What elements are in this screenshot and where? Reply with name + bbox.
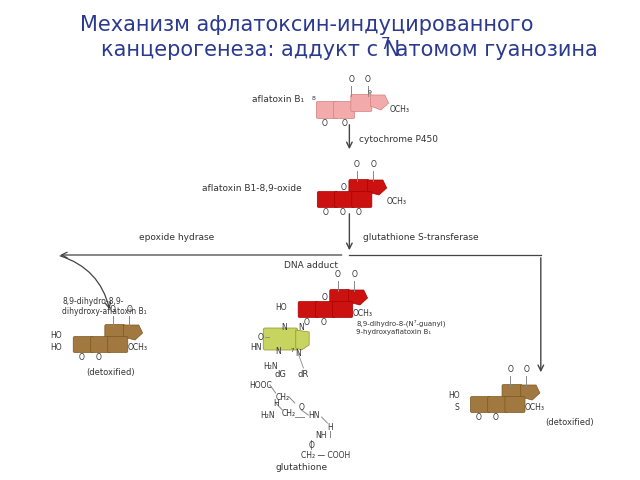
- Polygon shape: [367, 180, 387, 195]
- Text: O: O: [371, 160, 376, 169]
- Polygon shape: [371, 95, 388, 110]
- Text: DNA adduct: DNA adduct: [284, 261, 338, 270]
- Text: O: O: [365, 75, 371, 84]
- Text: O: O: [110, 305, 116, 314]
- Polygon shape: [296, 330, 309, 350]
- Text: O: O: [340, 208, 346, 217]
- Text: O: O: [354, 160, 360, 169]
- FancyBboxPatch shape: [317, 192, 337, 207]
- FancyBboxPatch shape: [351, 95, 372, 111]
- Text: O: O: [321, 318, 326, 327]
- Polygon shape: [124, 325, 143, 340]
- Text: N: N: [295, 348, 301, 358]
- Text: HOOC: HOOC: [249, 381, 272, 389]
- Text: aflatoxin B₁: aflatoxin B₁: [252, 96, 305, 105]
- Text: (detoxified): (detoxified): [545, 418, 594, 427]
- Text: O: O: [303, 318, 309, 327]
- Text: O: O: [508, 365, 513, 374]
- Text: cytochrome P450: cytochrome P450: [359, 135, 438, 144]
- Text: epoxide hydrase: epoxide hydrase: [140, 233, 214, 242]
- FancyBboxPatch shape: [333, 301, 353, 317]
- Text: HO: HO: [276, 303, 287, 312]
- FancyBboxPatch shape: [502, 384, 522, 401]
- Text: 7: 7: [290, 348, 294, 353]
- Text: атомом гуанозина: атомом гуанозина: [388, 40, 597, 60]
- Text: O: O: [493, 413, 499, 422]
- Text: H₂N: H₂N: [260, 410, 275, 420]
- FancyBboxPatch shape: [335, 192, 355, 207]
- Text: O: O: [342, 119, 348, 128]
- FancyBboxPatch shape: [470, 396, 490, 412]
- Text: O: O: [321, 119, 328, 128]
- Text: HO: HO: [448, 391, 460, 399]
- Text: OCH₃: OCH₃: [352, 309, 372, 317]
- Text: N: N: [299, 324, 305, 333]
- FancyBboxPatch shape: [316, 101, 337, 119]
- FancyBboxPatch shape: [352, 192, 372, 207]
- FancyBboxPatch shape: [505, 396, 525, 412]
- Text: O: O: [348, 75, 354, 84]
- Text: O: O: [126, 305, 132, 314]
- Text: HO: HO: [51, 344, 62, 352]
- Text: S: S: [454, 404, 460, 412]
- Text: (detoxified): (detoxified): [86, 368, 134, 377]
- FancyBboxPatch shape: [316, 301, 335, 317]
- Text: HN: HN: [250, 343, 261, 351]
- FancyBboxPatch shape: [105, 324, 125, 341]
- FancyBboxPatch shape: [333, 101, 355, 119]
- Text: O: O: [524, 365, 529, 374]
- Text: 8: 8: [312, 96, 316, 101]
- Text: O: O: [335, 270, 341, 279]
- FancyBboxPatch shape: [298, 301, 318, 317]
- Text: канцерогенеза: аддукт с N: канцерогенеза: аддукт с N: [100, 40, 400, 60]
- Text: NH: NH: [315, 431, 326, 440]
- Text: OCH₃: OCH₃: [390, 106, 410, 115]
- Text: CH₂: CH₂: [275, 393, 289, 401]
- Text: dihydroxy-aflatoxin B₁: dihydroxy-aflatoxin B₁: [62, 308, 147, 316]
- Text: CH₂: CH₂: [282, 408, 296, 418]
- Polygon shape: [521, 385, 540, 400]
- Text: O: O: [351, 270, 357, 279]
- Text: H: H: [327, 422, 333, 432]
- FancyBboxPatch shape: [73, 336, 93, 352]
- Text: O: O: [356, 208, 362, 217]
- Text: O: O: [476, 413, 481, 422]
- Text: O: O: [95, 353, 102, 362]
- Text: O: O: [79, 353, 84, 362]
- Text: dR: dR: [298, 370, 309, 379]
- Text: 9-hydroxyaflatoxin B₁: 9-hydroxyaflatoxin B₁: [356, 329, 431, 335]
- FancyBboxPatch shape: [263, 328, 298, 350]
- FancyBboxPatch shape: [330, 289, 350, 307]
- Text: glutathione S-transferase: glutathione S-transferase: [364, 233, 479, 242]
- Text: HN: HN: [308, 410, 320, 420]
- FancyBboxPatch shape: [488, 396, 508, 412]
- FancyBboxPatch shape: [108, 336, 128, 352]
- Text: 8,9-dihydro-8-(N⁷-guanyl): 8,9-dihydro-8-(N⁷-guanyl): [356, 319, 445, 327]
- Text: O: O: [299, 403, 305, 411]
- Text: O: O: [340, 183, 346, 192]
- Text: O: O: [323, 208, 328, 217]
- Text: O: O: [257, 333, 263, 341]
- FancyBboxPatch shape: [349, 180, 369, 196]
- Text: aflatoxin B1-8,9-oxide: aflatoxin B1-8,9-oxide: [202, 183, 301, 192]
- Text: O: O: [308, 441, 314, 449]
- Text: O: O: [321, 293, 327, 302]
- Text: OCH₃: OCH₃: [525, 404, 545, 412]
- Text: 8,9-dihydro-8,9-: 8,9-dihydro-8,9-: [62, 298, 124, 307]
- Text: 9: 9: [367, 91, 371, 96]
- Text: 7: 7: [381, 37, 390, 52]
- FancyBboxPatch shape: [90, 336, 111, 352]
- Text: HO: HO: [51, 331, 62, 339]
- Text: glutathione: glutathione: [275, 463, 328, 471]
- Text: H₂N: H₂N: [264, 362, 278, 371]
- Text: N: N: [276, 348, 282, 357]
- Text: dG: dG: [275, 370, 286, 379]
- Polygon shape: [348, 290, 367, 305]
- Text: N: N: [282, 324, 287, 333]
- Text: CH₂ — COOH: CH₂ — COOH: [301, 451, 350, 459]
- Text: H: H: [273, 398, 278, 408]
- Text: Механизм афлатоксин-индуцированного: Механизм афлатоксин-индуцированного: [79, 15, 533, 35]
- Text: OCH₃: OCH₃: [387, 197, 406, 206]
- Text: OCH₃: OCH₃: [127, 344, 147, 352]
